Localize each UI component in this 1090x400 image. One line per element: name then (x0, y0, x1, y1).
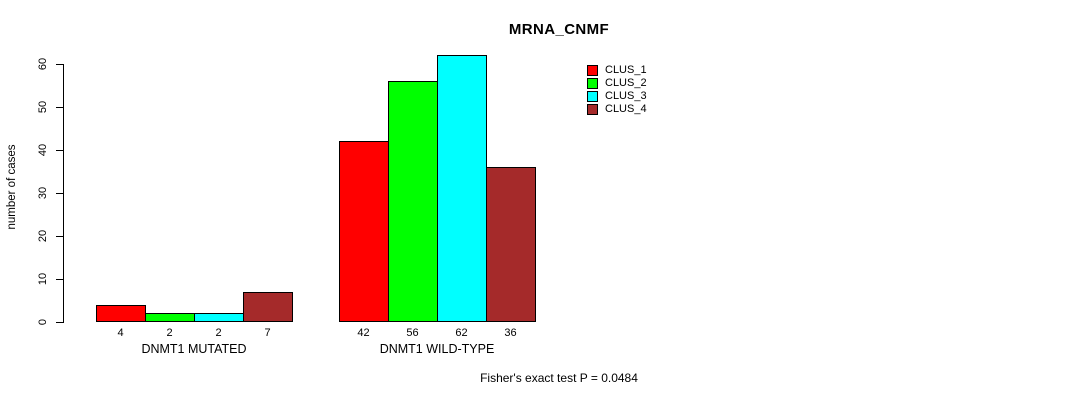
legend-swatch-clus_2 (587, 78, 598, 89)
y-tick-label: 10 (37, 272, 49, 286)
legend-item: CLUS_3 (587, 90, 647, 103)
x-group-label: DNMT1 MUTATED (141, 342, 247, 356)
bar-clus_3-mutated (194, 313, 244, 322)
y-tick-label: 0 (37, 318, 49, 326)
legend-swatch-clus_1 (587, 65, 598, 76)
bar-clus_1-mutated (96, 305, 146, 322)
x-group-label: DNMT1 WILD-TYPE (379, 342, 495, 356)
legend: CLUS_1 CLUS_2 CLUS_3 CLUS_4 (587, 64, 647, 116)
bar-clus_2-wild-type (388, 81, 438, 322)
bar-clus_3-wild-type (437, 55, 487, 322)
y-axis-label: number of cases (6, 144, 18, 230)
bar-clus_4-wild-type (486, 167, 536, 322)
bar-count-label: 2 (215, 327, 222, 339)
y-tick-label: 30 (37, 186, 49, 200)
legend-item: CLUS_1 (587, 64, 647, 77)
y-tick (56, 150, 63, 151)
y-tick-label: 20 (37, 229, 49, 243)
y-tick-label: 50 (37, 100, 49, 114)
bar-count-label: 62 (455, 327, 468, 339)
legend-item-label: CLUS_4 (605, 103, 647, 115)
bar-count-label: 42 (357, 327, 370, 339)
chart-title: MRNA_CNMF (508, 21, 610, 38)
bar-clus_2-mutated (145, 313, 195, 322)
y-tick (56, 193, 63, 194)
legend-item-label: CLUS_2 (605, 77, 647, 89)
legend-item: CLUS_2 (587, 77, 647, 90)
statistical-test-annotation: Fisher's exact test P = 0.0484 (480, 371, 638, 385)
y-tick (56, 279, 63, 280)
bar-count-label: 4 (117, 327, 124, 339)
bar-count-label: 36 (504, 327, 517, 339)
legend-swatch-clus_4 (587, 104, 598, 115)
y-tick (56, 107, 63, 108)
bar-count-label: 2 (166, 327, 173, 339)
legend-item-label: CLUS_1 (605, 64, 647, 76)
y-tick-label: 60 (37, 57, 49, 71)
y-axis-line (63, 64, 64, 323)
legend-item: CLUS_4 (587, 103, 647, 116)
bar-count-label: 7 (264, 327, 271, 339)
y-tick (56, 236, 63, 237)
legend-swatch-clus_3 (587, 91, 598, 102)
legend-item-label: CLUS_3 (605, 90, 647, 102)
y-tick-label: 40 (37, 143, 49, 157)
y-tick (56, 322, 63, 323)
y-tick (56, 64, 63, 65)
bar-clus_4-mutated (243, 292, 293, 322)
bar-count-label: 56 (406, 327, 419, 339)
bar-clus_1-wild-type (339, 141, 389, 322)
